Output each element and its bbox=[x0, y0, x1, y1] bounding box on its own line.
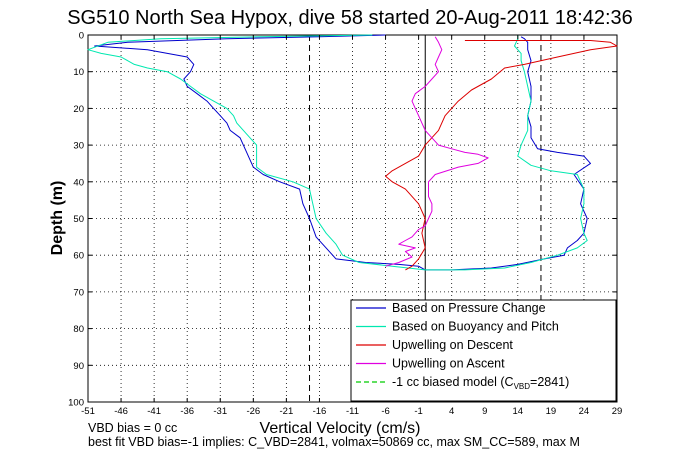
series-line-3 bbox=[385, 36, 489, 267]
y-tick-label: 100 bbox=[68, 398, 84, 409]
x-tick-label: 4 bbox=[449, 406, 454, 417]
x-tick-label: -6 bbox=[381, 406, 389, 417]
x-tick-label: -21 bbox=[280, 406, 294, 417]
y-tick-label: 70 bbox=[73, 287, 84, 298]
x-tick-label: 29 bbox=[612, 406, 623, 417]
series-line-0 bbox=[94, 34, 591, 271]
y-tick-label: 10 bbox=[73, 67, 84, 78]
x-tick-label: -16 bbox=[313, 406, 327, 417]
y-tick-labels: 0 10 20 30 40 50 60 70 80 90 100 bbox=[68, 31, 617, 409]
y-tick-label: 50 bbox=[73, 214, 84, 225]
x-tick-label: -26 bbox=[246, 406, 260, 417]
x-tick-label: -36 bbox=[180, 406, 194, 417]
y-tick-label: 60 bbox=[73, 251, 84, 262]
series-line-1 bbox=[87, 34, 588, 271]
y-tick-label: 0 bbox=[79, 31, 84, 42]
legend-entry: -1 cc biased model (CVBD=2841) bbox=[392, 375, 569, 391]
chart-title: SG510 North Sea Hypox, dive 58 started 2… bbox=[67, 7, 633, 29]
series-line-2 bbox=[385, 40, 618, 271]
y-tick-label: 30 bbox=[73, 141, 84, 152]
y-tick-label: 40 bbox=[73, 177, 84, 188]
series-layer bbox=[87, 34, 618, 271]
x-tick-label: -51 bbox=[81, 406, 95, 417]
footer-line-1: VBD bias = 0 cc bbox=[88, 421, 177, 435]
x-tick-label: 19 bbox=[546, 406, 557, 417]
legend-entry: Based on Buoyancy and Pitch bbox=[392, 320, 559, 334]
x-axis-label: Vertical Velocity (cm/s) bbox=[260, 420, 421, 437]
legend-entry: Based on Pressure Change bbox=[392, 301, 546, 315]
y-tick-label: 20 bbox=[73, 104, 84, 115]
x-tick-label: -11 bbox=[346, 406, 359, 417]
legend-box bbox=[350, 299, 617, 402]
x-tick-labels: -51 -46 -41 -36 -31 -26 -21 -16 -11 -6 -1 4 9 14 19 24 2… bbox=[81, 35, 622, 417]
x-tick-label: -46 bbox=[114, 406, 128, 417]
x-tick-label: -41 bbox=[147, 406, 161, 417]
footer-line-2: best fit VBD bias=-1 implies: C_VBD=2841… bbox=[88, 435, 580, 449]
x-tick-label: 9 bbox=[482, 406, 487, 417]
x-tick-label: 24 bbox=[579, 406, 590, 417]
y-tick-label: 90 bbox=[73, 361, 84, 372]
legend-entry: Upwelling on Descent bbox=[392, 338, 513, 352]
legend-entry: Upwelling on Ascent bbox=[392, 357, 505, 371]
x-tick-label: -31 bbox=[213, 406, 227, 417]
y-axis-label: Depth (m) bbox=[49, 181, 66, 256]
legend: Based on Pressure Change Based on Buoyanc… bbox=[350, 299, 617, 402]
y-tick-label: 80 bbox=[73, 324, 84, 335]
x-tick-label: 14 bbox=[513, 406, 524, 417]
x-tick-label: -1 bbox=[414, 406, 422, 417]
